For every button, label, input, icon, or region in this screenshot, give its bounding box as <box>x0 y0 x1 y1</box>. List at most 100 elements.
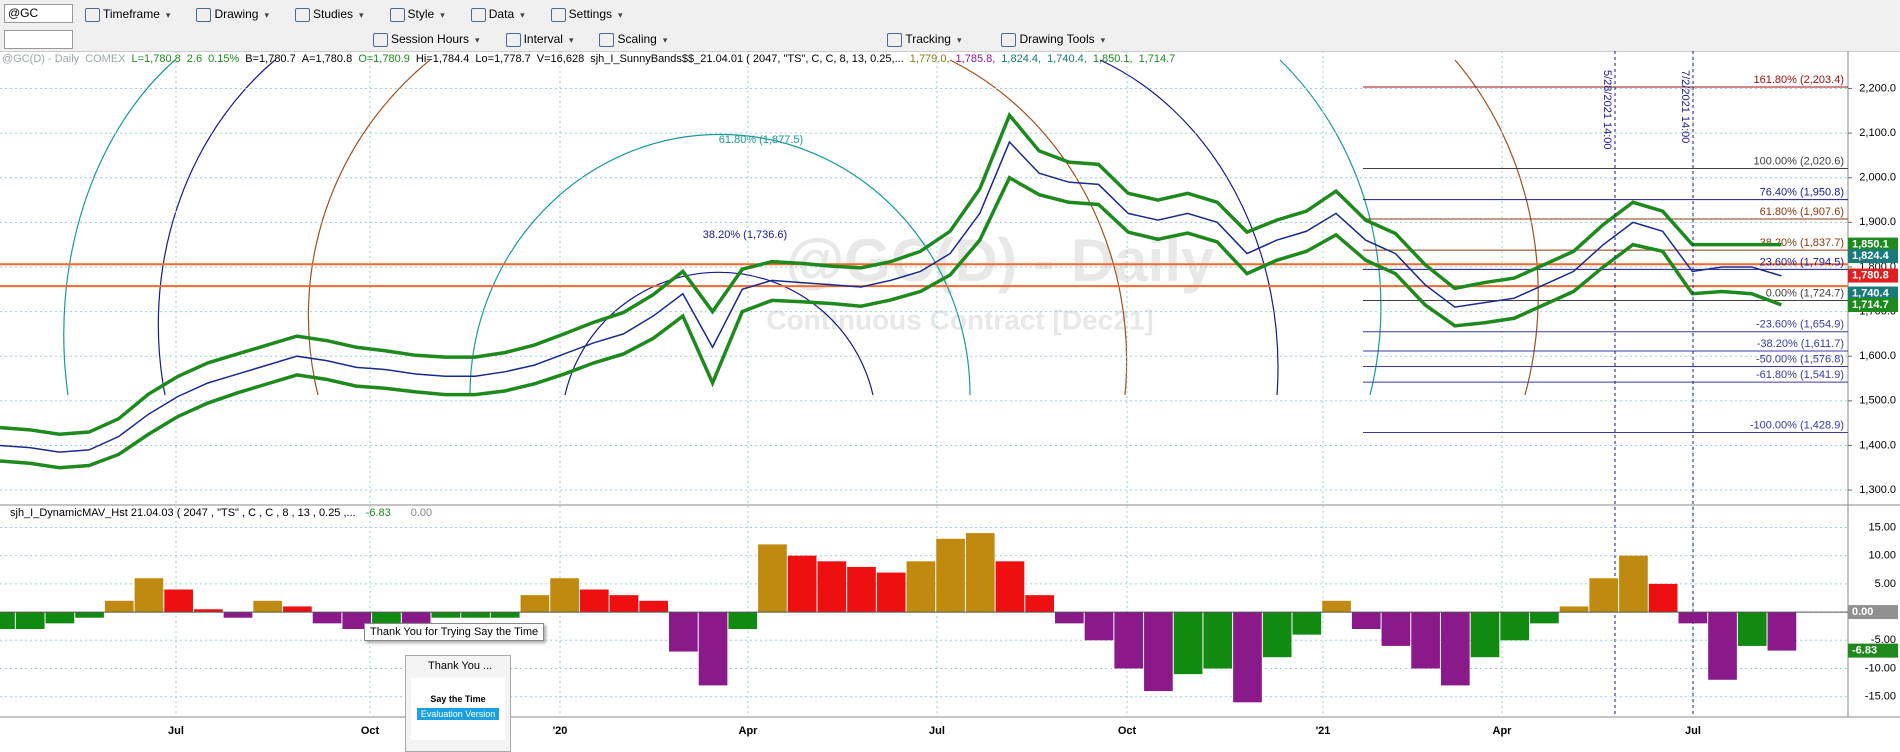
histogram-bar <box>1619 555 1648 613</box>
dropdown[interactable] <box>4 29 73 49</box>
arc <box>1454 59 1539 396</box>
axis-badge-label: 1,740.4 <box>1852 287 1890 299</box>
fib-label: 100.00% (2,020.6) <box>1753 155 1844 167</box>
x-tick-label: '21 <box>1316 725 1331 737</box>
histogram-bar <box>876 572 906 613</box>
axis-badge-label: -6.83 <box>1852 645 1877 657</box>
menu[interactable]: Style <box>389 7 445 22</box>
histogram-bar <box>45 612 75 624</box>
fib-label: -38.20% (1,611.7) <box>1757 338 1844 350</box>
tool-bar: Session Hours Interval Scaling Tracking … <box>0 27 1900 52</box>
fib-label: -50.00% (1,576.8) <box>1756 353 1844 365</box>
histogram-bar <box>639 600 669 613</box>
axis-badge-label: 1,714.7 <box>1852 299 1889 311</box>
tool[interactable]: Tracking <box>887 32 961 47</box>
y-tick-label: 1,500.0 <box>1859 395 1896 407</box>
info-item: 1,714.7 <box>1138 53 1176 65</box>
arc <box>63 59 176 396</box>
tool[interactable]: Interval <box>505 32 574 47</box>
histogram-bar <box>1589 578 1619 613</box>
popup-title: Thank You ... <box>428 660 493 672</box>
histogram-bar <box>579 589 609 613</box>
x-tick-label: Oct <box>361 725 380 737</box>
x-tick-label: Oct <box>1118 725 1137 737</box>
arc-label: 38.20% (1,736.6) <box>703 229 787 241</box>
axis-badge <box>1848 237 1898 252</box>
histogram-bar <box>1025 595 1054 613</box>
axis-badge-label: 0.00 <box>1852 606 1873 618</box>
menu[interactable]: Settings <box>550 7 623 22</box>
histogram-bar <box>758 544 787 613</box>
tool[interactable]: Scaling <box>599 32 667 47</box>
fib-label: -100.00% (1,428.9) <box>1750 419 1844 431</box>
indicator-readout: -6.83 <box>366 507 391 519</box>
histogram-bar <box>1144 612 1173 692</box>
axis-badge-label: 1,824.4 <box>1852 250 1890 262</box>
y-tick-label: 1,600.0 <box>1859 350 1896 362</box>
histogram-bar <box>1470 612 1500 658</box>
arcs <box>63 59 1539 396</box>
vertical-line-label: 5/28/2021 14:00 <box>1601 70 1613 150</box>
histogram-bar <box>1530 612 1559 624</box>
popup-window[interactable]: Thank You ... Say the Time Evaluation Ver… <box>405 655 511 752</box>
ad-title: Say the Time <box>430 694 486 704</box>
price-line <box>0 111 1782 437</box>
info-item: sjh_I_SunnyBands$$_21.04.01 ( 2047, "TS"… <box>590 53 904 65</box>
popup-ad: Say the Time Evaluation Version <box>411 678 505 740</box>
tool[interactable]: Session Hours <box>373 32 480 47</box>
histogram-bar <box>1440 612 1470 686</box>
histogram-bar <box>312 612 342 624</box>
x-tick-label: Apr <box>1493 725 1513 737</box>
histogram-bar <box>1114 612 1144 669</box>
histogram-bar <box>1233 612 1262 703</box>
menu[interactable]: Timeframe <box>85 7 170 22</box>
axis-badge-label: 1,850.1 <box>1852 239 1889 251</box>
histogram-bar <box>817 561 847 613</box>
tool[interactable]: Drawing Tools <box>1001 32 1105 47</box>
histogram-bar <box>134 578 164 613</box>
menu[interactable]: Drawing <box>196 7 269 22</box>
histogram-bar <box>906 561 936 613</box>
histogram-bar <box>1054 612 1084 624</box>
histogram-bar <box>1737 612 1767 646</box>
menu[interactable]: Data <box>470 7 525 22</box>
axis-badge <box>1848 286 1898 301</box>
histogram-bar <box>698 612 728 686</box>
price-line <box>0 175 1783 470</box>
menu[interactable]: Studies <box>294 7 364 22</box>
histogram-bar <box>1292 612 1322 635</box>
fib-label: 76.40% (1,950.8) <box>1760 187 1844 199</box>
histogram-bar <box>520 595 550 613</box>
histogram-bar <box>1678 612 1708 624</box>
x-tick-label: Apr <box>739 725 759 737</box>
y-tick-label: -10.00 <box>1865 662 1896 674</box>
symbol-box[interactable]: @GC <box>4 4 73 23</box>
x-tick-label: Jul <box>929 725 945 737</box>
y-tick-label: 10.00 <box>1868 550 1896 562</box>
arc <box>1099 59 1279 396</box>
histogram-bar <box>1173 612 1203 675</box>
histogram-bar <box>728 612 758 629</box>
histogram-bar <box>193 609 223 613</box>
x-tick-label: Jul <box>1685 725 1701 737</box>
fib-label: -23.60% (1,654.9) <box>1756 319 1844 331</box>
fib-label: 0.00% (1,724.7) <box>1766 287 1844 299</box>
y-tick-label: -5.00 <box>1871 634 1896 646</box>
info-line: @GC(D) - Daily COMEX L=1,780.8 2.6 0.15% B=1,… <box>2 53 1181 65</box>
arc-label: 61.80% (1,877.5) <box>719 134 803 146</box>
histogram-bar <box>283 606 312 613</box>
histogram-bar <box>223 612 253 618</box>
fib-label: -61.80% (1,541.9) <box>1756 369 1844 381</box>
histogram-bar <box>164 589 193 613</box>
axis-badge-label: 1,780.8 <box>1852 269 1889 281</box>
histogram-bar <box>847 566 876 613</box>
histogram-bar <box>1262 612 1292 658</box>
y-tick-label: 1,400.0 <box>1859 439 1896 451</box>
histogram-bar <box>965 533 995 613</box>
histogram-bar <box>75 612 104 618</box>
info-item: @GC(D) - Daily <box>2 53 80 65</box>
arc <box>564 271 874 396</box>
fib-label: 161.80% (2,203.4) <box>1753 74 1844 86</box>
